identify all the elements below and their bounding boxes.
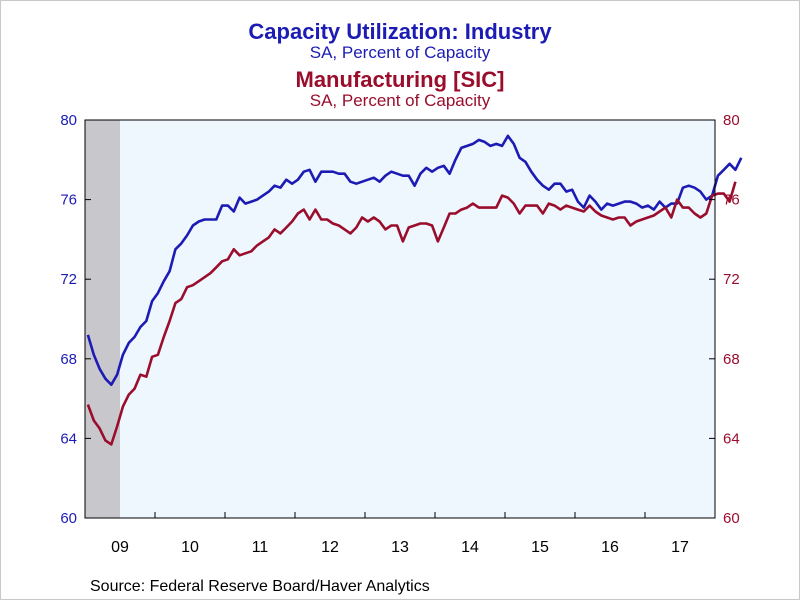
y-tick-label-right: 64 [723,430,740,447]
x-tick-label: 09 [111,539,129,556]
y-tick-label-left: 80 [60,112,77,129]
x-tick-label: 16 [601,539,619,556]
y-tick-label-right: 76 [723,192,740,209]
y-tick-label-right: 80 [723,112,740,129]
plot-area [85,120,715,518]
x-tick-label: 17 [671,539,689,556]
series1-title: Capacity Utilization: Industry [248,19,552,44]
x-tick-label: 14 [461,539,479,556]
series2-title: Manufacturing [SIC] [295,67,505,92]
y-tick-label-left: 64 [60,430,77,447]
plot-frame [84,119,716,519]
x-tick-label: 10 [181,539,199,556]
y-tick-label-right: 60 [723,510,740,527]
source-note: Source: Federal Reserve Board/Haver Anal… [90,578,430,595]
y-tick-label-left: 72 [60,271,77,288]
recession-shading [85,120,120,518]
x-tick-label: 13 [391,539,409,556]
series2-subtitle: SA, Percent of Capacity [309,91,491,110]
y-tick-label-right: 72 [723,271,740,288]
chart-titles: Capacity Utilization: Industry SA, Perce… [0,20,800,110]
x-tick-label: 11 [252,539,269,556]
y-tick-label-right: 68 [723,351,740,368]
series1-subtitle: SA, Percent of Capacity [309,43,491,62]
series-line-1 [86,134,743,387]
x-tick-label: 12 [321,539,339,556]
y-tick-label-left: 76 [60,192,77,209]
y-tick-label-left: 60 [60,510,77,527]
series-line-2 [86,181,737,446]
y-tick-label-left: 68 [60,351,77,368]
x-tick-label: 15 [531,539,549,556]
